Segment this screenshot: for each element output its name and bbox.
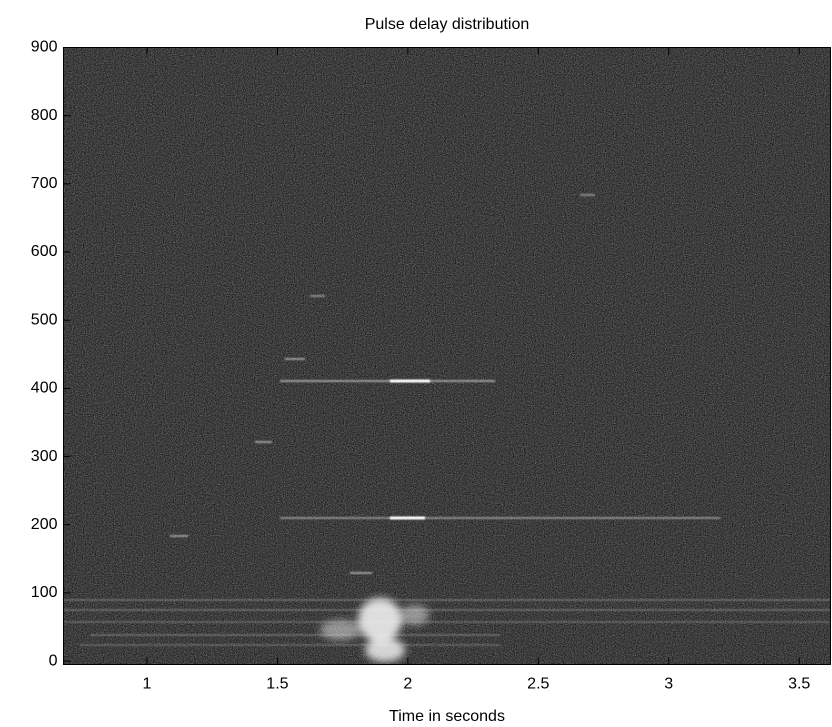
y-tick-label: 400 — [31, 380, 58, 397]
x-tick-label: 1 — [143, 676, 152, 693]
y-tick-label: 800 — [31, 107, 58, 124]
y-tick-label: 0 — [49, 652, 58, 669]
y-tick-label: 500 — [31, 311, 58, 328]
chart-title: Pulse delay distribution — [365, 16, 530, 33]
x-tick-label: 1.5 — [266, 676, 288, 693]
heatmap-image — [63, 47, 831, 665]
x-tick-label: 3.5 — [788, 676, 810, 693]
x-tick-label: 3 — [664, 676, 673, 693]
y-tick-label: 700 — [31, 175, 58, 192]
x-axis-label: Time in seconds — [389, 708, 505, 725]
x-tick-label: 2.5 — [527, 676, 549, 693]
y-tick-label: 200 — [31, 516, 58, 533]
y-tick-label: 900 — [31, 39, 58, 56]
x-tick-label: 2 — [403, 676, 412, 693]
plot-frame — [63, 47, 831, 665]
y-tick-label: 600 — [31, 243, 58, 260]
y-tick-label: 100 — [31, 584, 58, 601]
y-tick-label: 300 — [31, 448, 58, 465]
